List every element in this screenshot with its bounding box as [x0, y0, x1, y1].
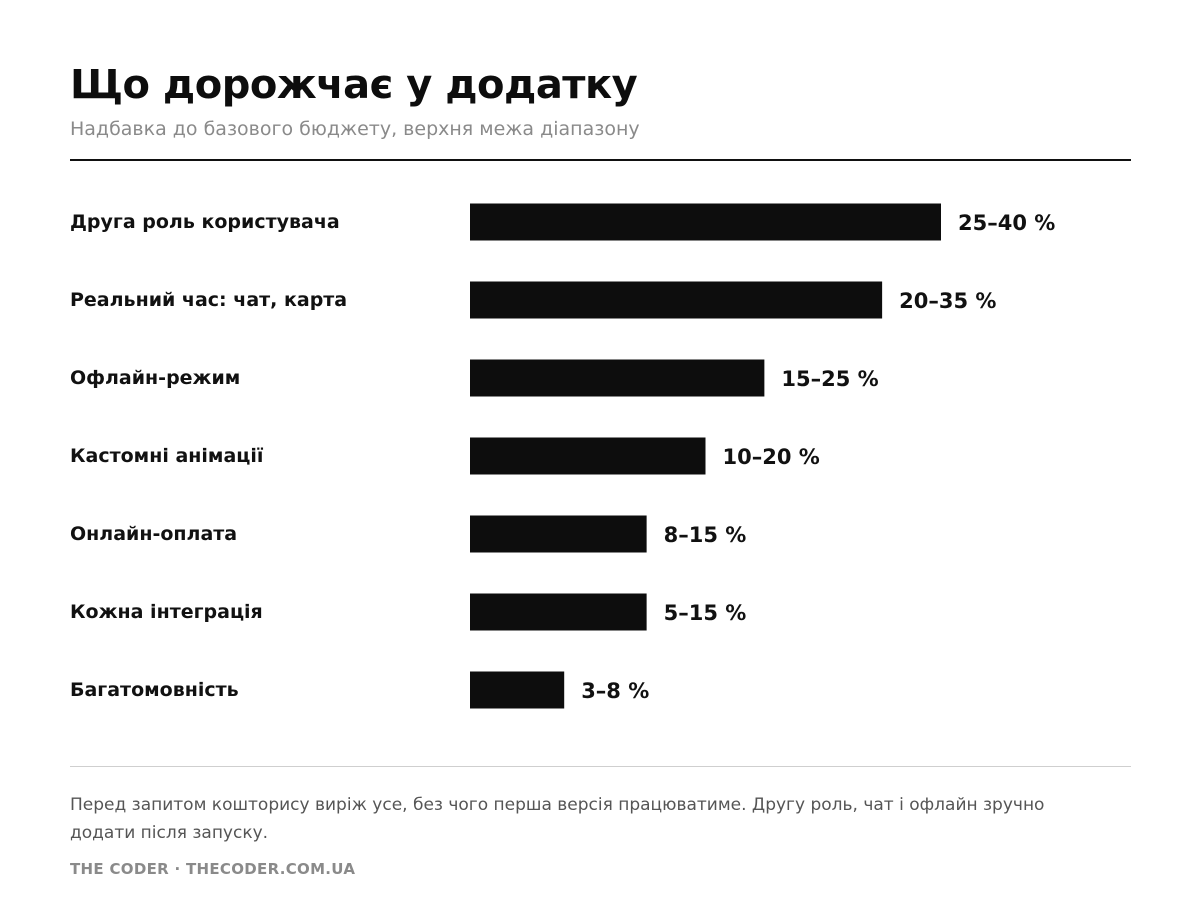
- value-label: 10–20 %: [723, 445, 820, 469]
- chart-subtitle: Надбавка до базового бюджету, верхня меж…: [70, 118, 640, 140]
- bar: [470, 359, 765, 397]
- category-label: Друга роль користувача: [70, 211, 340, 233]
- category-label: Реальний час: чат, карта: [70, 289, 347, 311]
- category-label: Кастомні анімації: [70, 445, 264, 467]
- value-label: 3–8 %: [581, 679, 649, 703]
- footnote: Перед запитом кошторису виріж усе, без ч…: [70, 795, 1045, 843]
- value-label: 25–40 %: [958, 211, 1055, 235]
- category-label: Кожна інтеграція: [70, 601, 263, 623]
- value-label: 5–15 %: [664, 601, 747, 625]
- category-label: Багатомовність: [70, 679, 239, 701]
- top-divider: [70, 159, 1131, 161]
- value-label: 8–15 %: [664, 523, 747, 547]
- bar: [470, 437, 706, 475]
- value-label: 15–25 %: [781, 367, 878, 391]
- source-credit: THE CODER · THECODER.COM.UA: [70, 860, 356, 878]
- bar: [470, 281, 883, 319]
- chart-title: Що дорожчає у додатку: [70, 62, 638, 108]
- bar: [470, 515, 647, 553]
- bottom-divider: [70, 766, 1131, 767]
- bar: [470, 593, 647, 631]
- value-label: 20–35 %: [899, 289, 996, 313]
- bar: [470, 671, 565, 709]
- category-label: Офлайн-режим: [70, 367, 240, 389]
- category-label: Онлайн-оплата: [70, 523, 237, 545]
- bar: [470, 203, 941, 241]
